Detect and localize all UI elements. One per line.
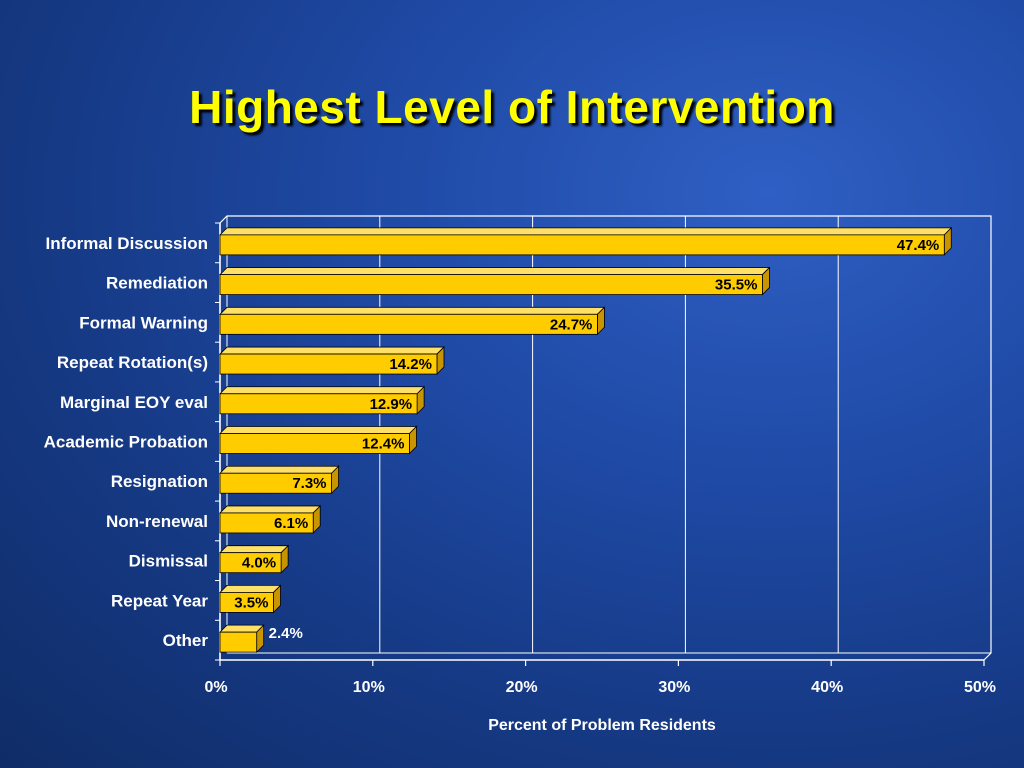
y-category-label: Resignation	[111, 472, 208, 491]
bar	[219, 226, 953, 256]
bar-data-label: 12.9%	[370, 396, 413, 413]
y-category-label: Repeat Year	[111, 591, 208, 610]
bar-front-face	[219, 433, 410, 454]
y-category-label: Informal Discussion	[46, 234, 208, 253]
y-category-label: Dismissal	[129, 552, 208, 571]
bar-data-label: 35.5%	[715, 277, 758, 294]
x-tick-label: 40%	[811, 679, 843, 696]
bar-data-label: 14.2%	[389, 356, 432, 373]
bar-top-face	[219, 386, 426, 395]
bar	[219, 266, 771, 296]
y-category-label: Repeat Rotation(s)	[57, 353, 208, 372]
y-category-label: Academic Probation	[44, 433, 208, 452]
bar	[219, 465, 340, 495]
bar-front-face	[219, 512, 314, 534]
bar	[219, 306, 606, 336]
bar-top-face	[219, 624, 265, 633]
bar-data-label: 12.4%	[362, 436, 405, 453]
bar-front-face	[219, 313, 598, 335]
bar	[219, 385, 426, 415]
bar-front-face	[219, 631, 258, 653]
bar-top-face	[219, 585, 282, 593]
bar-top-face	[219, 505, 322, 514]
y-category-label: Formal Warning	[79, 313, 208, 332]
bar-data-label: 6.1%	[274, 515, 308, 532]
bar-top-face	[219, 545, 290, 554]
bar-front-face	[219, 353, 438, 375]
y-category-label: Remediation	[106, 274, 208, 293]
x-tick-label: 50%	[964, 679, 996, 696]
bar	[219, 425, 418, 455]
x-tick-label: 0%	[204, 679, 227, 696]
bar-data-label: 2.4%	[269, 625, 303, 642]
x-tick-label: 30%	[658, 679, 690, 696]
y-category-label: Other	[163, 631, 209, 650]
bar	[219, 346, 445, 376]
bar-front-face	[219, 234, 945, 256]
bar-data-label: 24.7%	[550, 316, 593, 333]
y-category-label: Marginal EOY eval	[60, 393, 208, 412]
bar	[219, 544, 290, 574]
bar-data-label: 3.5%	[234, 594, 268, 611]
bar-top-face	[219, 426, 418, 434]
bar-data-label: 7.3%	[292, 475, 326, 492]
bar-data-label: 47.4%	[897, 237, 940, 254]
bar-top-face	[219, 465, 340, 474]
bar-front-face	[219, 552, 282, 574]
x-tick-label: 10%	[353, 679, 385, 696]
bar-front-face	[219, 592, 274, 613]
bar-front-face	[219, 274, 763, 295]
bar	[219, 504, 322, 534]
x-tick-label: 20%	[506, 679, 538, 696]
bar-top-face	[219, 227, 953, 236]
bar-top-face	[219, 306, 606, 315]
bar-front-face	[219, 472, 332, 494]
slide-title: Highest Level of Intervention	[189, 81, 835, 133]
bar	[219, 624, 265, 654]
bar-data-label: 4.0%	[242, 555, 276, 572]
x-axis-label: Percent of Problem Residents	[488, 717, 716, 734]
bar	[219, 584, 282, 614]
bar-top-face	[219, 346, 445, 355]
bar-top-face	[219, 267, 771, 275]
bar-front-face	[219, 393, 418, 415]
y-category-label: Non-renewal	[106, 512, 208, 531]
